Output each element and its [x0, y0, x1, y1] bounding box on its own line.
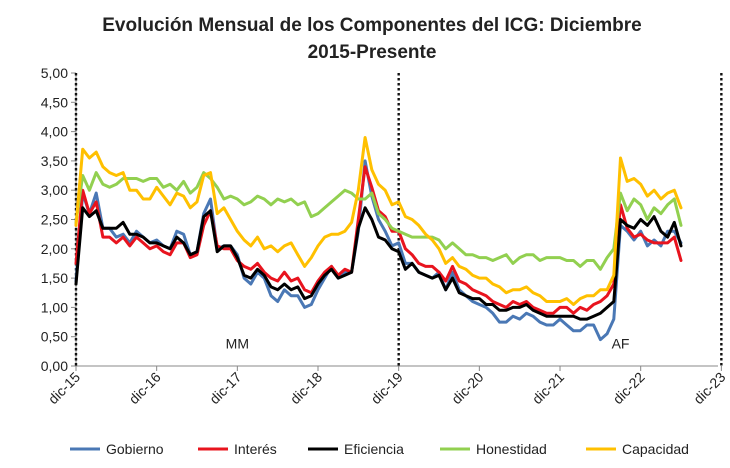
- x-tick-label: dic-17: [206, 369, 244, 407]
- annotation-label: AF: [612, 335, 630, 351]
- y-tick-label: 4,00: [41, 124, 68, 140]
- y-tick-label: 1,50: [41, 270, 68, 286]
- series-line-honestidad: [74, 171, 683, 271]
- x-tick-label: dic-22: [610, 369, 648, 407]
- y-tick-label: 3,00: [41, 182, 68, 198]
- x-tick-label: dic-15: [45, 369, 83, 407]
- chart-title-line-2: 2015-Presente: [308, 42, 437, 63]
- x-tick-label: dic-23: [690, 369, 728, 407]
- series-line-capacidad: [74, 136, 683, 306]
- y-tick-label: 0,50: [41, 329, 68, 345]
- y-tick-label: 1,00: [41, 299, 68, 315]
- annotations: MM AF: [226, 335, 630, 351]
- y-axis: 0,00 0,50 1,00 1,50 2,00 2,50 3,00 3,50 4,00 4,50…: [41, 65, 77, 374]
- chart-title-line-1: Evolución Mensual de los Componentes del…: [102, 15, 642, 36]
- y-tick-label: 3,50: [41, 153, 68, 169]
- x-axis: dic-15 dic-16 dic-17 dic-18 dic-19 dic-20 dic-…: [45, 365, 729, 407]
- series-line-eficiencia: [74, 206, 683, 321]
- x-tick-label: dic-21: [529, 369, 567, 407]
- y-tick-label: 2,50: [41, 212, 68, 228]
- legend-label: Gobierno: [106, 441, 164, 457]
- x-tick-label: dic-20: [448, 369, 486, 407]
- y-tick-label: 0,00: [41, 358, 68, 374]
- y-tick-label: 4,50: [41, 94, 68, 110]
- legend-label: Honestidad: [476, 441, 547, 457]
- annotation-label: MM: [226, 335, 249, 351]
- series-lines: [74, 136, 683, 342]
- y-tick-label: 5,00: [41, 65, 68, 81]
- series-line-interés: [74, 165, 683, 315]
- x-tick-label: dic-19: [368, 369, 406, 407]
- x-tick-label: dic-16: [126, 369, 164, 407]
- x-tick-label: dic-18: [287, 369, 325, 407]
- y-tick-label: 2,00: [41, 241, 68, 257]
- series-line-gobierno: [74, 159, 683, 342]
- legend-label: Eficiencia: [344, 441, 404, 457]
- legend: Gobierno Interés Eficiencia Honestidad Capac…: [70, 441, 689, 457]
- legend-label: Interés: [234, 441, 277, 457]
- legend-label: Capacidad: [622, 441, 689, 457]
